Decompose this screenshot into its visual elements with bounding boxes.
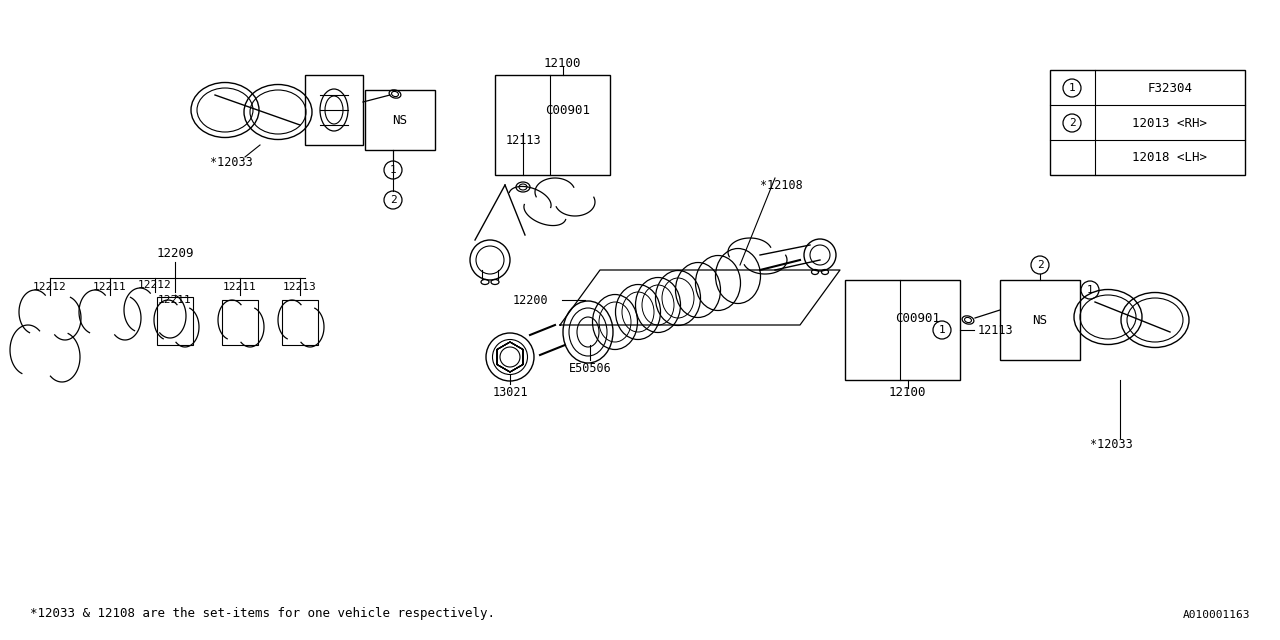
- Bar: [1050, 70, 1245, 175]
- Bar: [157, 297, 193, 345]
- Bar: [495, 75, 611, 175]
- Text: E50506: E50506: [568, 362, 612, 374]
- Text: 12113: 12113: [506, 134, 541, 147]
- Bar: [365, 90, 435, 150]
- Bar: [282, 300, 317, 345]
- Text: F32304: F32304: [1147, 81, 1193, 95]
- Text: 12100: 12100: [544, 56, 581, 70]
- Text: 12013 <RH>: 12013 <RH>: [1133, 116, 1207, 129]
- Text: 1: 1: [1087, 285, 1093, 295]
- Bar: [221, 300, 259, 345]
- Text: C00901: C00901: [545, 104, 590, 116]
- Text: *12033: *12033: [210, 156, 252, 168]
- Circle shape: [1062, 114, 1082, 132]
- Text: *12033 & 12108 are the set-items for one vehicle respectively.: *12033 & 12108 are the set-items for one…: [29, 607, 495, 620]
- Bar: [305, 75, 364, 145]
- Text: 13021: 13021: [493, 385, 527, 399]
- Circle shape: [933, 321, 951, 339]
- Circle shape: [384, 191, 402, 209]
- Text: 12211: 12211: [159, 295, 192, 305]
- Text: 12113: 12113: [978, 323, 1014, 337]
- Text: 2: 2: [1069, 118, 1075, 128]
- Text: 12212: 12212: [33, 282, 67, 292]
- Bar: [1000, 280, 1080, 360]
- Text: *12108: *12108: [760, 179, 803, 191]
- Text: C00901: C00901: [895, 312, 940, 324]
- Text: 1: 1: [389, 165, 397, 175]
- Text: 12209: 12209: [156, 246, 193, 259]
- Circle shape: [1082, 281, 1100, 299]
- Circle shape: [384, 161, 402, 179]
- Text: 2: 2: [1037, 260, 1043, 270]
- Text: 1: 1: [1069, 83, 1075, 93]
- Bar: [845, 280, 960, 380]
- Text: 1: 1: [938, 325, 946, 335]
- Text: 12211: 12211: [223, 282, 257, 292]
- Text: 12212: 12212: [138, 280, 172, 290]
- Circle shape: [1030, 256, 1050, 274]
- Text: NS: NS: [393, 113, 407, 127]
- Text: 12211: 12211: [93, 282, 127, 292]
- Text: 12200: 12200: [512, 294, 548, 307]
- Text: 2: 2: [389, 195, 397, 205]
- Text: 12018 <LH>: 12018 <LH>: [1133, 150, 1207, 163]
- Circle shape: [1062, 79, 1082, 97]
- Text: A010001163: A010001163: [1183, 610, 1251, 620]
- Text: *12033: *12033: [1091, 438, 1133, 451]
- Text: NS: NS: [1033, 314, 1047, 326]
- Text: 12213: 12213: [283, 282, 317, 292]
- Text: 12100: 12100: [888, 385, 927, 399]
